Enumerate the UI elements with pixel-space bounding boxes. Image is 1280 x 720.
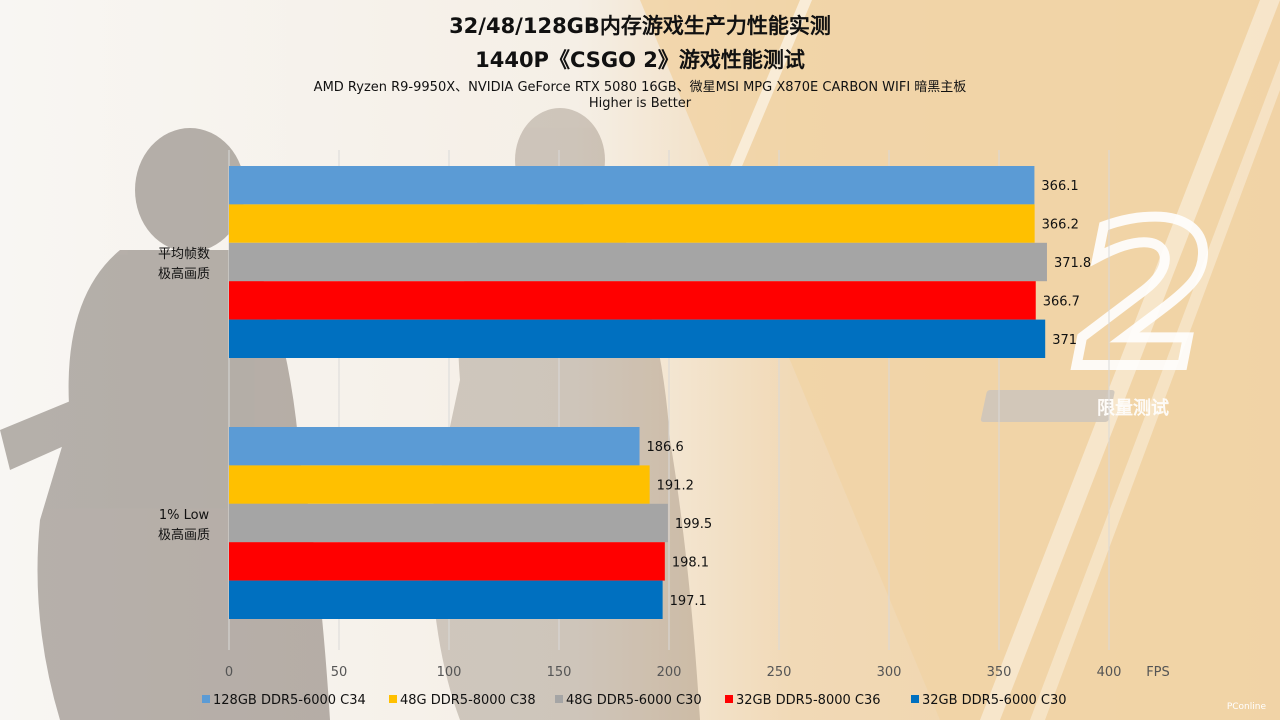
x-tick-label: 200 <box>657 665 682 680</box>
data-label: 198.1 <box>672 555 709 570</box>
data-label: 371 <box>1052 333 1077 348</box>
x-tick-label: 100 <box>437 665 462 680</box>
data-label: 371.8 <box>1054 256 1091 271</box>
legend-swatch <box>911 695 919 703</box>
data-label: 366.1 <box>1041 179 1078 194</box>
logo-badge-text: 限量测试 <box>1097 397 1169 419</box>
chart-title: 32/48/128GB内存游戏生产力性能实测 <box>449 14 831 38</box>
data-label: 199.5 <box>675 517 712 532</box>
legend-entry: 48G DDR5-8000 C38 <box>400 693 536 708</box>
x-tick-label: 50 <box>331 665 348 680</box>
legend-swatch <box>555 695 563 703</box>
data-label: 186.6 <box>647 440 684 455</box>
legend-swatch <box>202 695 210 703</box>
data-label: 197.1 <box>670 594 707 609</box>
x-tick-label: 350 <box>987 665 1012 680</box>
chart-subtitle: 1440P《CSGO 2》游戏性能测试 <box>475 48 805 72</box>
chart-note: Higher is Better <box>588 96 692 111</box>
data-label: 366.2 <box>1042 218 1079 233</box>
data-label: 191.2 <box>657 479 694 494</box>
legend-entry: 48G DDR5-6000 C30 <box>566 693 702 708</box>
x-tick-label: 400 <box>1097 665 1122 680</box>
x-axis-label: FPS <box>1146 665 1170 680</box>
legend-entry: 128GB DDR5-6000 C34 <box>213 693 366 708</box>
x-tick-label: 0 <box>225 665 233 680</box>
bar <box>229 242 1047 282</box>
bar <box>229 503 668 543</box>
legend-swatch <box>389 695 397 703</box>
x-tick-label: 250 <box>767 665 792 680</box>
bar <box>229 542 665 581</box>
category-label: 1% Low <box>159 508 210 523</box>
x-tick-label: 300 <box>877 665 902 680</box>
x-tick-label: 150 <box>547 665 572 680</box>
category-label: 平均帧数 <box>158 247 210 262</box>
bar <box>229 319 1046 358</box>
legend-entry: 32GB DDR5-6000 C30 <box>922 693 1067 708</box>
category-label: 极高画质 <box>158 266 210 282</box>
game-logo: 2 限量测试 <box>980 175 1219 422</box>
test-config: AMD Ryzen R9-9950X、NVIDIA GeForce RTX 50… <box>313 80 967 95</box>
legend-swatch <box>725 695 733 703</box>
legend-entry: 32GB DDR5-8000 C36 <box>736 693 881 708</box>
data-label: 366.7 <box>1043 294 1080 309</box>
logo-number: 2 <box>1075 180 1214 413</box>
bar <box>229 427 640 466</box>
bar <box>229 166 1035 205</box>
bar <box>229 465 650 504</box>
category-label: 极高画质 <box>158 527 210 543</box>
watermark: PConline <box>1226 702 1266 712</box>
bar <box>229 580 663 619</box>
bar <box>229 281 1036 320</box>
bar <box>229 204 1035 243</box>
